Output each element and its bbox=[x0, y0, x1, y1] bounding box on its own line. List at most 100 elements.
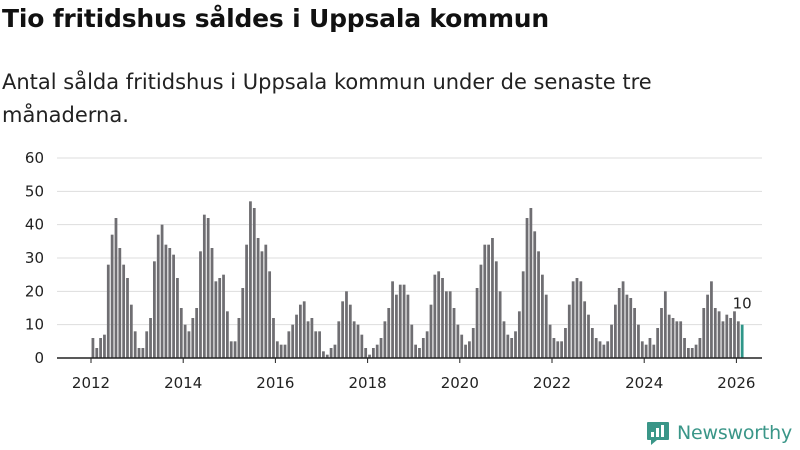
bar bbox=[298, 304, 302, 358]
bar bbox=[537, 251, 540, 358]
y-tick-label: 40 bbox=[25, 216, 44, 234]
bar bbox=[322, 351, 325, 358]
bar bbox=[314, 331, 318, 358]
bar bbox=[644, 344, 648, 358]
bar bbox=[237, 318, 241, 358]
bar bbox=[129, 304, 133, 358]
bar bbox=[471, 328, 475, 358]
bar bbox=[729, 318, 733, 358]
bar bbox=[325, 354, 329, 358]
bar bbox=[103, 334, 106, 358]
bar bbox=[122, 264, 126, 358]
bar bbox=[191, 318, 195, 358]
bar bbox=[441, 278, 444, 358]
bar bbox=[252, 208, 256, 358]
bar bbox=[706, 294, 709, 358]
bar bbox=[690, 348, 694, 358]
bar bbox=[452, 308, 456, 358]
bar bbox=[291, 324, 295, 358]
x-tick-label: 2014 bbox=[164, 374, 202, 392]
bar bbox=[556, 341, 560, 358]
bar bbox=[406, 294, 410, 358]
bar bbox=[629, 298, 633, 358]
bar bbox=[410, 324, 414, 358]
bar bbox=[414, 344, 418, 358]
bar bbox=[183, 324, 187, 358]
bar bbox=[202, 214, 206, 358]
bar bbox=[429, 304, 433, 358]
bar bbox=[498, 291, 502, 358]
bar bbox=[633, 308, 636, 358]
bar bbox=[137, 348, 141, 358]
bar bbox=[621, 281, 625, 358]
bar bbox=[564, 328, 567, 358]
bar bbox=[510, 338, 514, 358]
bar bbox=[663, 291, 667, 358]
x-tick-label: 2018 bbox=[349, 374, 387, 392]
bar bbox=[91, 338, 95, 358]
bar bbox=[494, 261, 498, 358]
bar bbox=[487, 244, 490, 358]
bar bbox=[598, 341, 602, 358]
bar bbox=[552, 338, 556, 358]
bar bbox=[375, 344, 379, 358]
bar bbox=[575, 278, 579, 358]
brand-name: Newsworthy bbox=[677, 422, 793, 444]
bar bbox=[395, 294, 398, 358]
bar bbox=[214, 281, 218, 358]
bar bbox=[283, 344, 287, 358]
bar bbox=[310, 318, 314, 358]
x-tick-label: 2026 bbox=[717, 374, 755, 392]
bar bbox=[268, 271, 272, 358]
bar bbox=[725, 314, 729, 358]
bar bbox=[249, 201, 252, 358]
y-tick-label: 10 bbox=[25, 316, 44, 334]
bar bbox=[475, 288, 479, 358]
bar bbox=[245, 244, 248, 358]
bar bbox=[168, 248, 172, 358]
bar bbox=[521, 271, 525, 358]
bar bbox=[675, 321, 679, 358]
bar bbox=[567, 304, 571, 358]
bar bbox=[206, 218, 210, 358]
bar bbox=[433, 274, 437, 358]
bar bbox=[279, 344, 283, 358]
x-tick-label: 2012 bbox=[72, 374, 110, 392]
bar bbox=[667, 314, 671, 358]
bar bbox=[356, 324, 360, 358]
bar bbox=[306, 321, 310, 358]
bar bbox=[295, 314, 298, 358]
bar bbox=[153, 261, 156, 358]
bar bbox=[448, 291, 452, 358]
bar bbox=[717, 311, 721, 358]
newsworthy-logo[interactable]: Newsworthy bbox=[645, 420, 792, 446]
x-tick-label: 2022 bbox=[533, 374, 571, 392]
chart-subtitle: Antal sålda fritidshus i Uppsala kommun … bbox=[2, 70, 652, 127]
bar bbox=[348, 304, 352, 358]
bar-chart: 0 10 20 30 40 50 60 2012 2014 2016 2018 2020 2022 202… bbox=[25, 149, 762, 392]
bar bbox=[360, 334, 364, 358]
bar bbox=[610, 324, 613, 358]
bar bbox=[683, 338, 686, 358]
bar bbox=[287, 331, 291, 358]
bar bbox=[468, 341, 471, 358]
bar bbox=[640, 341, 644, 358]
bar bbox=[444, 291, 448, 358]
bar bbox=[145, 331, 149, 358]
bar bbox=[660, 308, 663, 358]
bar bbox=[517, 311, 521, 358]
y-tick-label: 30 bbox=[25, 249, 44, 267]
bar bbox=[671, 318, 675, 358]
bar bbox=[218, 278, 222, 358]
bar bbox=[371, 348, 375, 358]
bar bbox=[541, 274, 544, 358]
bar bbox=[195, 308, 199, 358]
bar bbox=[333, 344, 337, 358]
bar bbox=[337, 321, 341, 358]
bar bbox=[341, 301, 345, 358]
bar bbox=[329, 348, 333, 358]
bar bbox=[126, 278, 129, 358]
y-tick-label: 20 bbox=[25, 282, 44, 300]
bar bbox=[160, 224, 164, 358]
bar bbox=[222, 274, 225, 358]
